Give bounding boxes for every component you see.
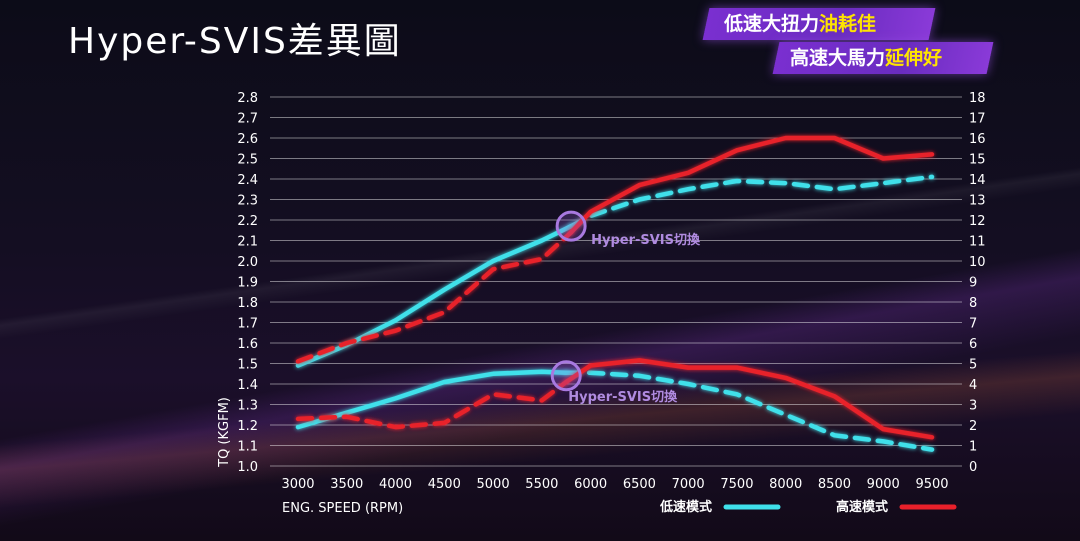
y-left-tick-label: 2.4 xyxy=(237,173,258,188)
y-left-tick-label: 1.8 xyxy=(237,296,258,311)
series-line xyxy=(295,379,569,430)
x-tick-label: 6000 xyxy=(574,477,607,492)
x-tick-label: 5000 xyxy=(477,477,510,492)
y-left-tick-label: 2.3 xyxy=(237,194,258,209)
x-tick-label: 7500 xyxy=(720,477,753,492)
series-line xyxy=(563,358,935,440)
switch-point-marker xyxy=(550,360,582,392)
y-right-tick-label: 1 xyxy=(969,440,977,455)
grid xyxy=(270,96,962,467)
x-tick-label: 9000 xyxy=(867,477,900,492)
x-tick-label: 6500 xyxy=(623,477,656,492)
y-left-tick-label: 1.6 xyxy=(237,337,258,352)
y-left-tick-label: 1.3 xyxy=(237,399,258,414)
legend-label-low-mode: 低速模式 xyxy=(659,499,712,515)
y-right-tick-label: 10 xyxy=(969,255,986,270)
legend: 低速模式 高速模式 xyxy=(659,499,957,515)
annotations: Hyper-SVIS切換 Hyper-SVIS切換 xyxy=(550,210,701,405)
y-left-tick-label: 2.6 xyxy=(237,132,258,147)
y-left-tick-label: 1.2 xyxy=(237,419,258,434)
y-right-tick-label: 15 xyxy=(969,153,986,168)
x-tick-label: 8000 xyxy=(769,477,802,492)
x-tick-label: 9500 xyxy=(915,477,948,492)
y-right-tick-label: 3 xyxy=(969,399,977,414)
series-line xyxy=(295,369,569,430)
switch-annotation-label: Hyper-SVIS切換 xyxy=(591,232,701,248)
y-right-tick-label: 8 xyxy=(969,296,977,311)
x-tick-label: 3500 xyxy=(330,477,363,492)
y-axis-label: TQ (KGFM) xyxy=(217,397,232,468)
y-right-tick-label: 12 xyxy=(969,214,986,229)
series xyxy=(295,135,935,452)
page-title: Hyper-SVIS差異圖 xyxy=(68,21,402,62)
x-tick-label: 4500 xyxy=(428,477,461,492)
y-right-tick-label: 14 xyxy=(969,173,986,188)
y-left-tick-label: 1.7 xyxy=(237,317,258,332)
y-right-tick-label: 11 xyxy=(969,235,986,250)
x-tick-label: 8500 xyxy=(818,477,851,492)
x-tick-label: 3000 xyxy=(281,477,314,492)
legend-label-high-mode: 高速模式 xyxy=(836,499,888,515)
switch-annotation-label: Hyper-SVIS切換 xyxy=(568,389,678,405)
y-left-tick-label: 1.4 xyxy=(237,378,258,393)
y-right-tick-label: 18 xyxy=(969,91,986,106)
axis-ticks: 1.0 0 1.1 1 1.2 2 1.3 3 1.4 4 1.5 5 1.6 6 1.7 7 1.8 8 1.9 9… xyxy=(237,91,985,492)
y-right-tick-label: 17 xyxy=(969,112,986,127)
x-tick-label: 4000 xyxy=(379,477,412,492)
series-line xyxy=(295,230,574,364)
y-right-tick-label: 0 xyxy=(969,460,977,475)
y-right-tick-label: 6 xyxy=(969,337,977,352)
x-tick-label: 5500 xyxy=(525,477,558,492)
y-left-tick-label: 2.8 xyxy=(237,91,258,106)
y-left-tick-label: 1.1 xyxy=(237,440,258,455)
x-axis-label: ENG. SPEED (RPM) xyxy=(282,501,403,516)
y-right-tick-label: 7 xyxy=(969,317,977,332)
y-right-tick-label: 16 xyxy=(969,132,986,147)
y-right-tick-label: 5 xyxy=(969,358,977,373)
y-left-tick-label: 2.7 xyxy=(237,112,258,127)
y-left-tick-label: 2.1 xyxy=(237,235,258,250)
y-left-tick-label: 2.5 xyxy=(237,153,258,168)
series-line xyxy=(568,174,935,229)
series-line xyxy=(563,370,935,452)
y-left-tick-label: 1.9 xyxy=(237,276,258,291)
y-right-tick-label: 9 xyxy=(969,276,977,291)
y-left-tick-label: 2.2 xyxy=(237,214,258,229)
x-tick-label: 7000 xyxy=(672,477,705,492)
y-right-tick-label: 4 xyxy=(969,378,977,393)
switch-point-marker xyxy=(555,210,587,242)
y-left-tick-label: 1.0 xyxy=(237,460,258,475)
y-left-tick-label: 1.5 xyxy=(237,358,258,373)
series-line xyxy=(568,135,935,235)
y-left-tick-label: 2.0 xyxy=(237,255,258,270)
y-right-tick-label: 13 xyxy=(969,194,986,209)
y-right-tick-label: 2 xyxy=(969,419,977,434)
